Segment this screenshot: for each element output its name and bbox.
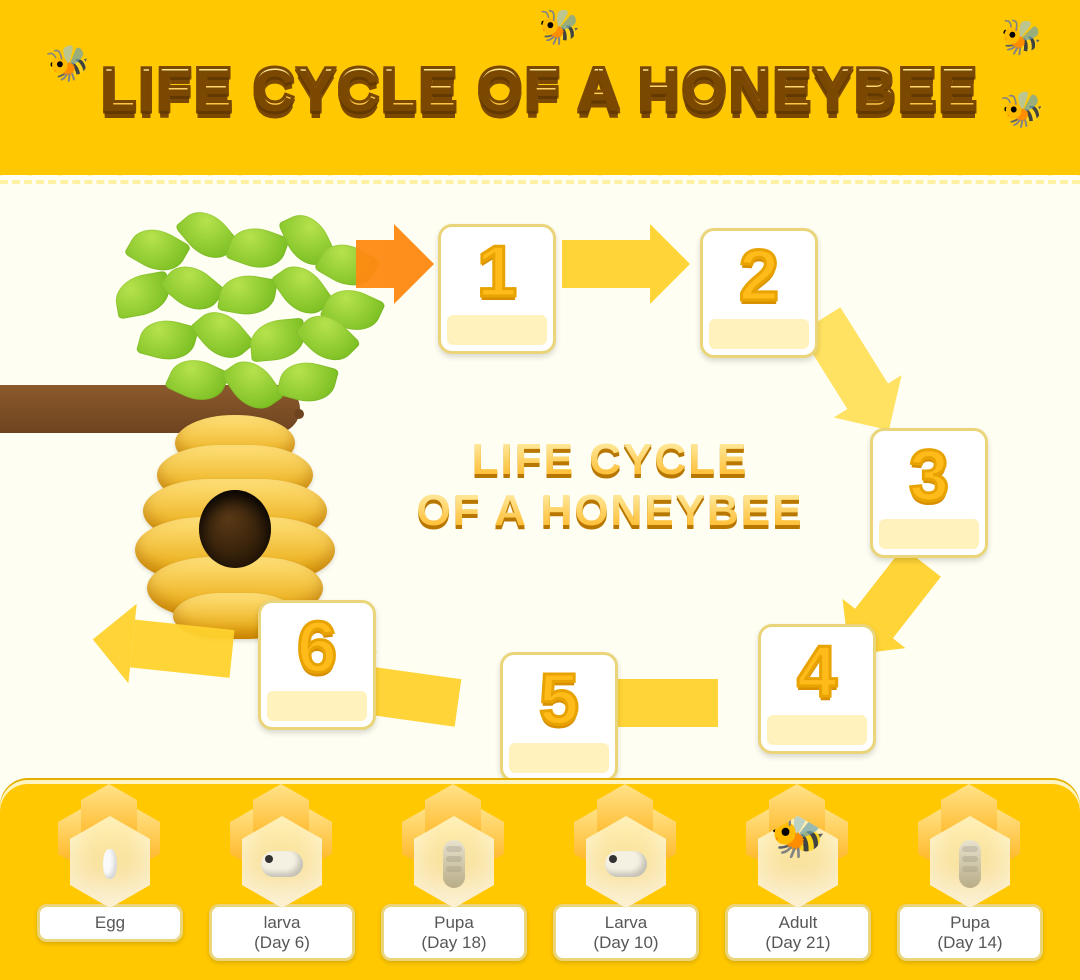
stage-item: 🐝Adult(Day 21) (723, 788, 873, 961)
bee-icon: 🐝 (537, 7, 581, 49)
cycle-card-4: 4 (758, 624, 876, 754)
honeycomb-icon (222, 788, 342, 908)
larva-icon (605, 851, 647, 877)
cycle-card-6: 6 (258, 600, 376, 730)
cycle-card-number: 4 (767, 633, 867, 711)
cycle-card-number: 6 (267, 609, 367, 687)
stage-strip: Egg larva(Day 6) Pupa(Day 18) Larva(Day 10)… (0, 780, 1080, 980)
bee-icon: 🐝 (999, 87, 1048, 134)
center-title: LIFE CYCLE OF A HONEYBEE (390, 435, 830, 536)
page-title-text: LIFE CYCLE OF A HONEYBEE (101, 56, 979, 121)
header-dash-border (0, 180, 1080, 184)
honeycomb-icon (566, 788, 686, 908)
stage-item: Pupa(Day 18) (379, 788, 529, 961)
bee-icon: 🐝 (997, 15, 1044, 61)
cycle-card-2: 2 (700, 228, 818, 358)
stage-label: Pupa(Day 14) (897, 904, 1043, 961)
honeycomb-icon (910, 788, 1030, 908)
stage-label: Larva(Day 10) (553, 904, 699, 961)
cycle-card-3: 3 (870, 428, 988, 558)
cycle-card-number: 1 (447, 233, 547, 311)
stage-item: Larva(Day 10) (551, 788, 701, 961)
stage-label: Pupa(Day 18) (381, 904, 527, 961)
page-title: LIFE CYCLE OF A HONEYBEE (0, 55, 1080, 122)
egg-icon (103, 849, 117, 879)
cycle-card-number: 5 (509, 661, 609, 739)
stage-label: larva(Day 6) (209, 904, 355, 961)
stage-item: Pupa(Day 14) (895, 788, 1045, 961)
center-title-line1: LIFE CYCLE (472, 435, 749, 484)
cycle-card-number: 3 (879, 437, 979, 515)
honeycomb-icon (394, 788, 514, 908)
stage-item: larva(Day 6) (207, 788, 357, 961)
cycle-card-1: 1 (438, 224, 556, 354)
beehive-entrance (199, 490, 271, 568)
center-title-line2: OF A HONEYBEE (416, 486, 803, 535)
stage-item: Egg (35, 788, 185, 942)
larva-icon (261, 851, 303, 877)
pupa-icon (443, 840, 465, 888)
honeycomb-icon (50, 788, 170, 908)
cycle-diagram: 1 2 3 4 5 6 LIFE CYCLE OF A HONEYBEE (0, 200, 1080, 780)
stage-label: Egg (37, 904, 183, 942)
stage-label: Adult(Day 21) (725, 904, 871, 961)
honeycomb-icon: 🐝 (738, 788, 858, 908)
cycle-card-number: 2 (709, 237, 809, 315)
tree-leaves (110, 220, 370, 420)
pupa-icon (959, 840, 981, 888)
cycle-card-5: 5 (500, 652, 618, 782)
